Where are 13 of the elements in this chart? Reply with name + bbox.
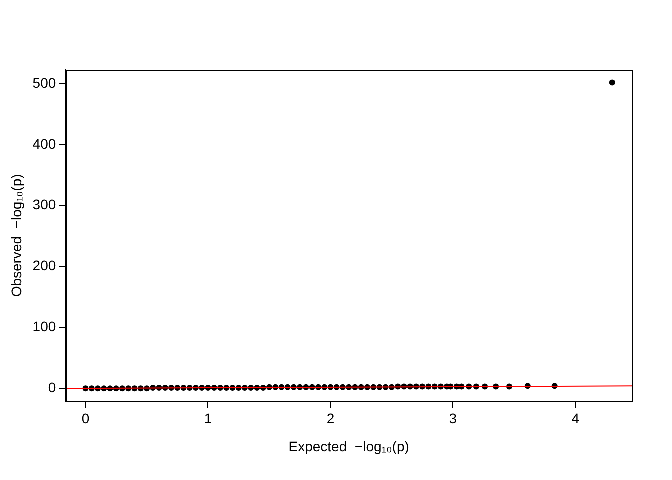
- x-tick-label: 0: [82, 410, 90, 427]
- y-tick-label: 500: [32, 74, 56, 91]
- x-tick-label: 3: [449, 410, 458, 427]
- x-tick-label: 4: [572, 410, 580, 427]
- y-tick-label: 300: [32, 196, 56, 213]
- x-tick-label: 2: [326, 410, 335, 427]
- y-tick-label: 100: [32, 318, 56, 335]
- y-axis-title: Observed −log₁₀(p): [8, 174, 24, 298]
- y-tick-label: 0: [48, 379, 56, 396]
- y-tick-label: 400: [32, 136, 56, 152]
- y-tick-label: 200: [32, 258, 56, 274]
- x-tick-label: 1: [204, 410, 212, 427]
- x-axis-title: Expected −log₁₀(p): [288, 438, 410, 454]
